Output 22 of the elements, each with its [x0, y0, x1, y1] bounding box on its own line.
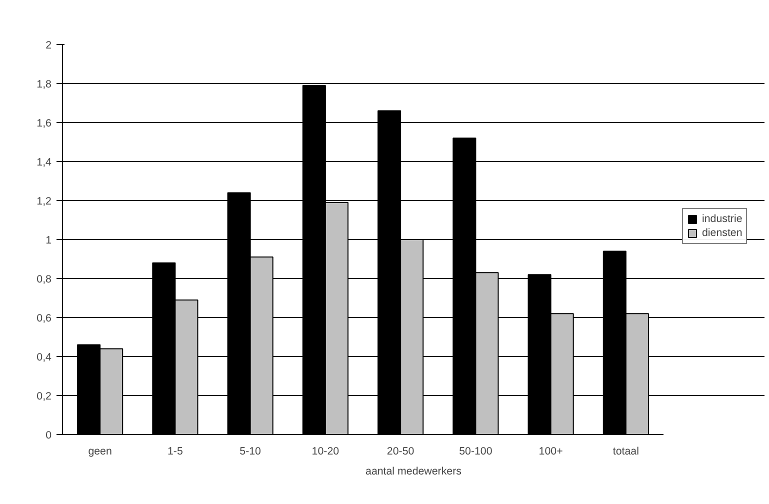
y-tick-label: 1,6	[36, 118, 52, 130]
x-tick-label: 20-50	[386, 446, 414, 458]
y-tick-label: 0,4	[36, 352, 52, 364]
y-tick-label: 1,8	[36, 78, 52, 90]
legend-label: diensten	[702, 227, 742, 239]
y-tick-label: 2	[46, 40, 52, 52]
y-tick-label: 0,6	[36, 312, 52, 324]
y-tick-label: 1,2	[36, 196, 52, 208]
x-tick-label: 50-100	[459, 446, 492, 458]
y-tick-label: 0,2	[36, 390, 52, 402]
y-tick-label: 0,8	[36, 274, 52, 286]
x-tick-label: totaal	[612, 446, 639, 458]
x-tick-label: 1-5	[167, 446, 183, 458]
legend-label: industrie	[702, 213, 742, 225]
x-axis-title: aantal medewerkers	[366, 466, 462, 478]
x-tick-label: 10-20	[312, 446, 340, 458]
x-tick-label: 5-10	[240, 446, 262, 458]
x-tick-label: geen	[88, 446, 112, 458]
x-tick-label: 100+	[538, 446, 563, 458]
y-tick-label: 1,4	[36, 156, 52, 168]
y-tick-label: 1	[46, 234, 52, 246]
y-tick-label: 0	[46, 430, 52, 442]
